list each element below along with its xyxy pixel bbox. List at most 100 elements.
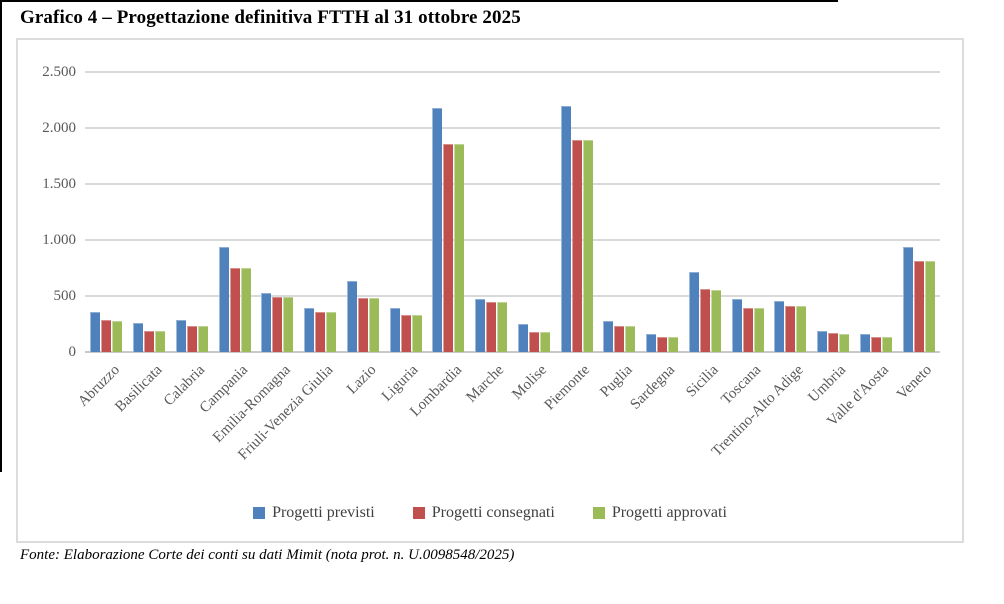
bar	[133, 323, 144, 352]
x-axis-label: Veneto	[894, 362, 935, 403]
bar	[731, 299, 742, 352]
x-axis-label: Molise	[509, 362, 551, 403]
gridline	[85, 295, 940, 297]
legend: Progetti previsti Progetti consegnati Prog…	[18, 504, 962, 522]
bar	[913, 261, 924, 352]
bar	[614, 326, 625, 352]
x-axis-label: Sicilia	[682, 362, 722, 401]
bar-group	[812, 72, 855, 352]
bar	[817, 331, 828, 352]
y-axis-tick-label: 1.000	[42, 232, 76, 248]
bar-group	[299, 72, 342, 352]
bar	[646, 334, 657, 352]
legend-swatch	[412, 507, 425, 519]
bar	[699, 289, 710, 352]
bar	[528, 332, 539, 352]
bar	[560, 106, 571, 352]
x-axis-label: Lazio	[343, 362, 380, 398]
bar-group	[171, 72, 214, 352]
bar-group	[213, 72, 256, 352]
y-axis-tick-label: 2.500	[42, 64, 76, 80]
bar	[346, 281, 357, 352]
chart-inner: 0 500 1.000 1.500 2.000 2.500 Abruzzo Basilicat…	[18, 40, 962, 541]
chart-frame: 0 500 1.000 1.500 2.000 2.500 Abruzzo Basilicat…	[16, 38, 964, 543]
bar	[411, 315, 422, 352]
y-axis-tick-label: 500	[53, 288, 77, 304]
gridline	[85, 127, 940, 129]
bar	[90, 312, 101, 352]
bar-group	[128, 72, 171, 352]
bar	[326, 312, 337, 352]
bar	[710, 290, 721, 352]
legend-label: Progetti approvati	[611, 504, 727, 521]
bar	[304, 308, 315, 352]
bar	[582, 140, 593, 352]
bar	[625, 326, 636, 352]
bar-group	[85, 72, 128, 352]
bar	[240, 268, 251, 352]
bar-group	[769, 72, 812, 352]
bar	[839, 334, 850, 352]
legend-swatch	[253, 507, 266, 519]
bar	[155, 331, 166, 352]
legend-label: Progetti consegnati	[431, 504, 555, 521]
bar-group	[598, 72, 641, 352]
y-axis-tick-label: 0	[68, 344, 77, 360]
bar	[828, 333, 839, 352]
bar	[261, 293, 272, 352]
bar	[315, 312, 326, 352]
bar	[517, 324, 528, 352]
figure-border-left	[0, 0, 2, 472]
y-axis-tick-label: 2.000	[42, 120, 76, 136]
bar-group	[342, 72, 385, 352]
bar	[870, 337, 881, 352]
figure-title: Grafico 4 – Progettazione definitiva FTT…	[20, 7, 521, 28]
bar	[357, 298, 368, 352]
bar	[785, 306, 796, 352]
bar-group	[256, 72, 299, 352]
bar-group	[684, 72, 727, 352]
legend-item: Progetti approvati	[592, 504, 727, 522]
bar-group	[470, 72, 513, 352]
bar	[539, 332, 550, 352]
bar-group	[555, 72, 598, 352]
bar	[389, 308, 400, 352]
bar	[197, 326, 208, 352]
bar	[486, 302, 497, 352]
bar	[454, 144, 465, 352]
bar	[432, 108, 443, 352]
bar	[497, 302, 508, 352]
bar	[218, 247, 229, 352]
bar	[774, 301, 785, 352]
bar-group	[855, 72, 898, 352]
bar-group	[641, 72, 684, 352]
gridline	[85, 71, 940, 73]
source-note: Fonte: Elaborazione Corte dei conti su d…	[20, 547, 515, 563]
bar	[668, 337, 679, 352]
bar	[796, 306, 807, 352]
bar	[175, 320, 186, 352]
x-axis-label: Emilia-Romagna	[209, 362, 294, 446]
bar-groups	[85, 72, 940, 352]
bar-group	[427, 72, 470, 352]
gridline	[85, 183, 940, 185]
bar	[742, 308, 753, 352]
x-axis-line	[85, 351, 940, 353]
bar	[603, 321, 614, 352]
bar	[368, 298, 379, 352]
x-axis-label: Marche	[463, 362, 508, 406]
bar	[688, 272, 699, 352]
bar-group	[726, 72, 769, 352]
figure-border-top	[0, 0, 838, 2]
bar	[571, 140, 582, 352]
bar	[112, 321, 123, 352]
bar	[400, 315, 411, 352]
bar	[924, 261, 935, 352]
legend-item: Progetti consegnati	[412, 504, 555, 522]
y-axis-tick-label: 1.500	[42, 176, 76, 192]
bar	[443, 144, 454, 352]
bar	[753, 308, 764, 352]
bar-group	[897, 72, 940, 352]
bar	[902, 247, 913, 352]
